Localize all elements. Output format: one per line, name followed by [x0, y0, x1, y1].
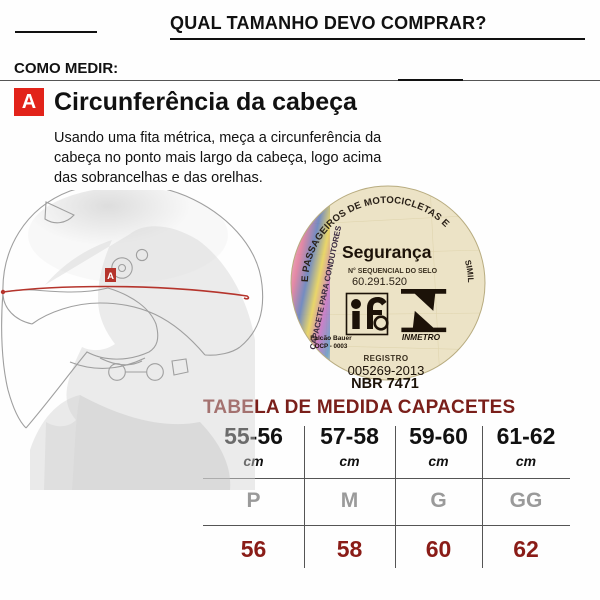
svg-text:Segurança: Segurança: [342, 242, 432, 262]
svg-text:N° SEQUENCIAL DO SELO: N° SEQUENCIAL DO SELO: [348, 267, 438, 275]
svg-text:60.291.520: 60.291.520: [352, 276, 407, 288]
svg-text:Falcão Bauer: Falcão Bauer: [310, 335, 352, 342]
svg-text:A: A: [107, 271, 114, 282]
svg-text:OCP - 0003: OCP - 0003: [315, 343, 348, 350]
